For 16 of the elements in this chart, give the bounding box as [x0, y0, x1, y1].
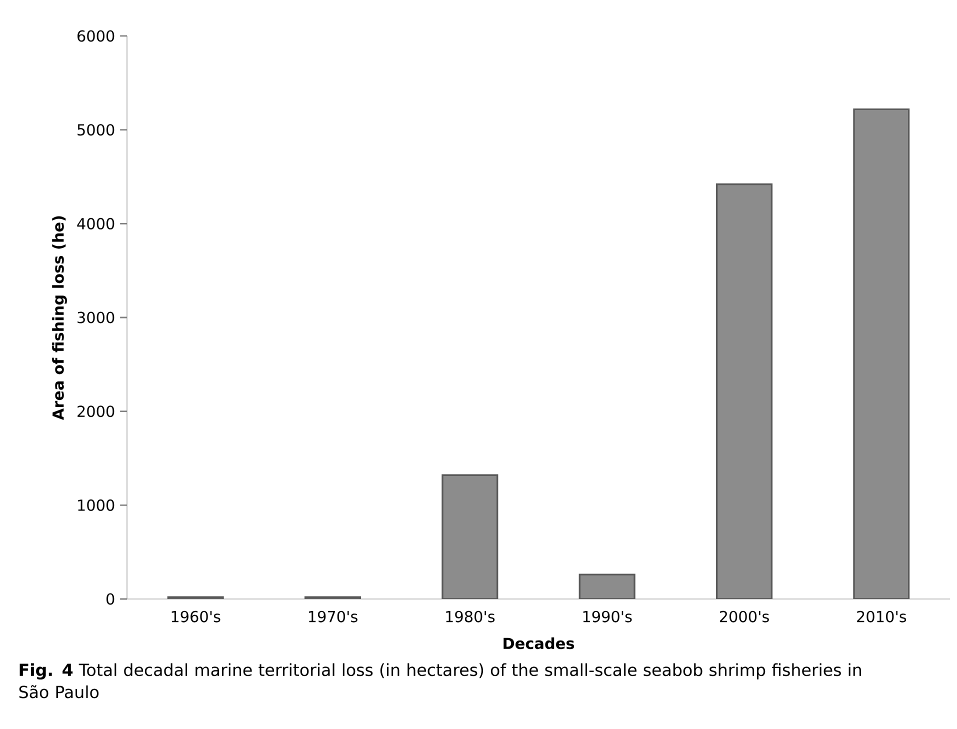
y-tick-label: 4000 [77, 218, 114, 230]
x-tick-label: 2000's [720, 610, 769, 622]
y-tick-label: 5000 [78, 124, 114, 136]
x-tick-label: 2010's [857, 610, 906, 622]
y-axis-title: Area of fishing loss (he) [52, 216, 67, 420]
x-tick-label: 1980's [446, 610, 495, 622]
y-tick-label: 0 [106, 593, 114, 605]
y-tick-label: 6000 [78, 30, 114, 42]
x-axis-title: Decades [504, 637, 574, 650]
y-tick-label: 1000 [78, 499, 114, 511]
y-tick-label: 3000 [78, 312, 114, 324]
y-tick-label: 2000 [78, 406, 114, 418]
x-tick-label: 1970's [309, 610, 358, 622]
x-tick-label: 1990's [583, 610, 632, 622]
x-tick-label: 1960's [172, 610, 220, 622]
text: Fig. 4 Total decadal marine territorial loss (in hectares) of the small-scale seabob shrimp fisheries in São Paulo [19, 663, 861, 698]
